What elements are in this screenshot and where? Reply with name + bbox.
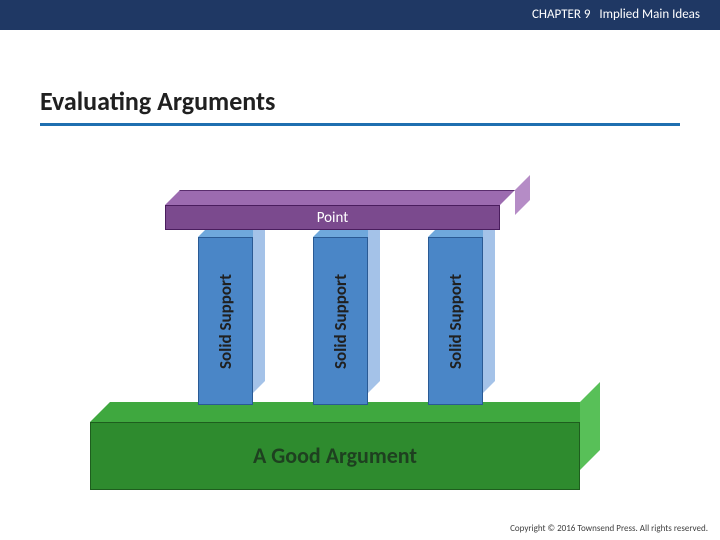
pillar-label: Solid Support <box>445 274 466 369</box>
point-side-face <box>515 175 530 215</box>
pillar-front-face: Solid Support <box>198 237 253 405</box>
point-front-face: Point <box>165 205 500 230</box>
base-side-face <box>580 382 600 470</box>
pillar-side-face <box>253 213 265 393</box>
pillar: Solid Support <box>440 225 495 405</box>
pillar: Solid Support <box>325 225 380 405</box>
chapter-number: CHAPTER 9 <box>532 7 590 22</box>
pillar-side-face <box>368 213 380 393</box>
chapter-header: CHAPTER 9 Implied Main Ideas <box>0 0 720 30</box>
pillar-side-face <box>483 213 495 393</box>
pillar-front-face: Solid Support <box>313 237 368 405</box>
pillar: Solid Support <box>210 225 265 405</box>
base-top-face <box>90 402 600 422</box>
pillar-label: Solid Support <box>330 274 351 369</box>
base-caption: A Good Argument <box>90 424 580 488</box>
argument-diagram: A Good Argument Solid Support Solid Supp… <box>110 190 600 500</box>
copyright-text: Copyright © 2016 Townsend Press. All rig… <box>510 523 708 534</box>
pillar-label: Solid Support <box>215 274 236 369</box>
slide-title: Evaluating Arguments <box>40 85 680 126</box>
pillar-front-face: Solid Support <box>428 237 483 405</box>
point-top-face <box>165 190 515 205</box>
chapter-title: Implied Main Ideas <box>599 7 700 22</box>
point-label: Point <box>317 209 349 227</box>
